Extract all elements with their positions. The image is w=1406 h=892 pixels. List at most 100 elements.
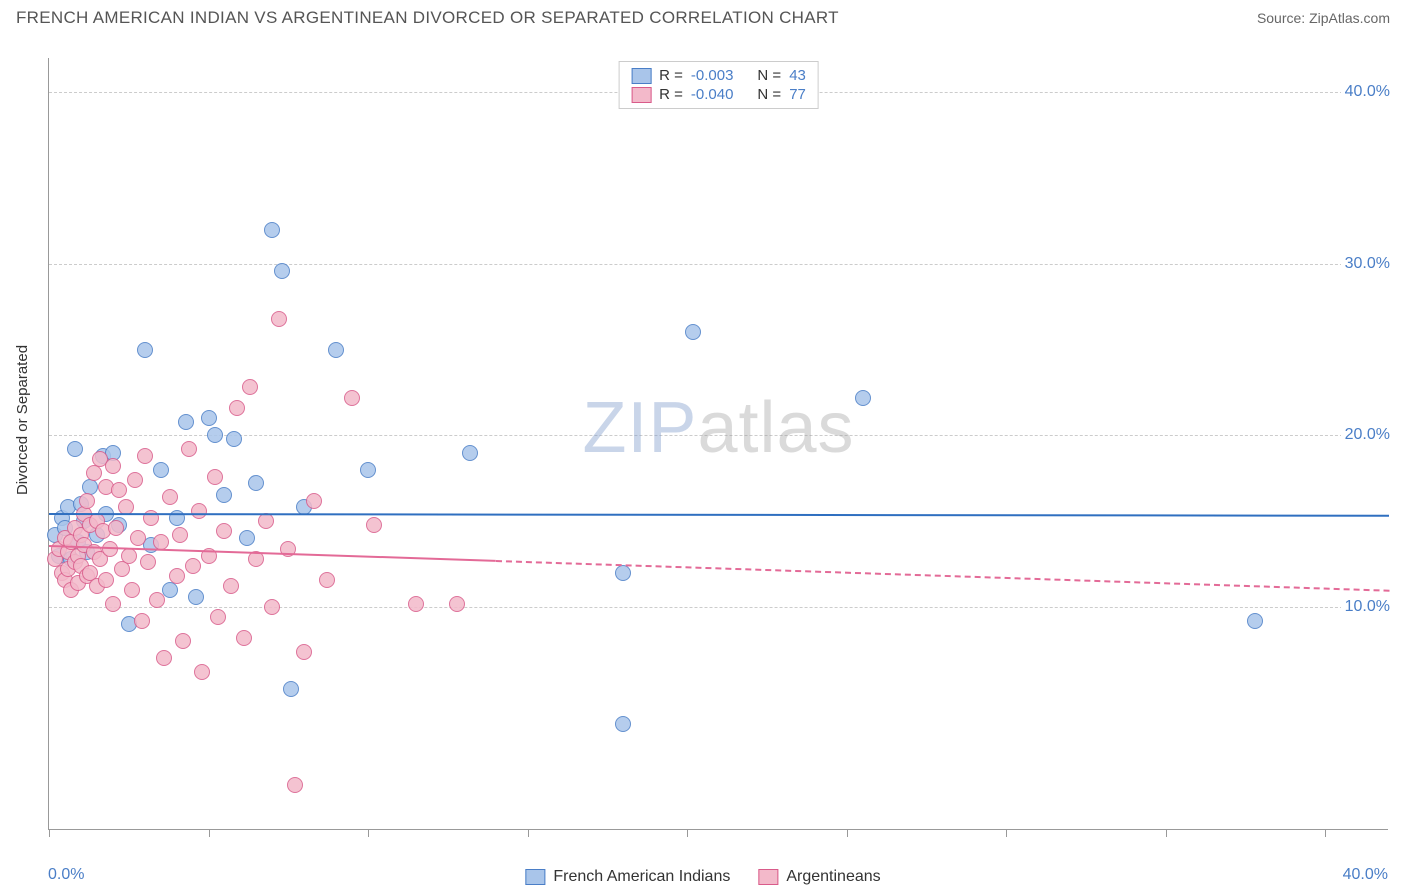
data-point bbox=[449, 596, 465, 612]
r-value-2: -0.040 bbox=[691, 86, 734, 103]
data-point bbox=[210, 609, 226, 625]
x-tick bbox=[49, 829, 50, 837]
y-tick-label: 20.0% bbox=[1341, 426, 1390, 444]
source-value: ZipAtlas.com bbox=[1309, 10, 1390, 26]
chart-title: FRENCH AMERICAN INDIAN VS ARGENTINEAN DI… bbox=[16, 8, 839, 28]
data-point bbox=[258, 513, 274, 529]
x-tick bbox=[1166, 829, 1167, 837]
n-value-2: 77 bbox=[789, 86, 806, 103]
legend-row-series-1: R = -0.003 N = 43 bbox=[631, 66, 806, 85]
data-point bbox=[296, 644, 312, 660]
data-point bbox=[274, 263, 290, 279]
data-point bbox=[408, 596, 424, 612]
r-label-2: R = bbox=[659, 86, 683, 103]
source-label: Source: bbox=[1257, 10, 1309, 26]
data-point bbox=[137, 448, 153, 464]
trend-line bbox=[49, 545, 496, 562]
data-point bbox=[191, 503, 207, 519]
data-point bbox=[149, 592, 165, 608]
data-point bbox=[130, 530, 146, 546]
data-point bbox=[178, 414, 194, 430]
data-point bbox=[685, 324, 701, 340]
y-tick-label: 10.0% bbox=[1341, 598, 1390, 616]
y-tick-label: 30.0% bbox=[1341, 255, 1390, 273]
legend-swatch-pink bbox=[631, 87, 651, 103]
n-value-1: 43 bbox=[789, 67, 806, 84]
data-point bbox=[172, 527, 188, 543]
scatter-plot: 10.0% 20.0% 30.0% 40.0% bbox=[49, 58, 1388, 829]
legend-label-1: French American Indians bbox=[553, 868, 730, 886]
data-point bbox=[264, 222, 280, 238]
r-value-1: -0.003 bbox=[691, 67, 734, 84]
legend-swatch-pink-2 bbox=[758, 869, 778, 885]
data-point bbox=[1247, 613, 1263, 629]
data-point bbox=[169, 568, 185, 584]
data-point bbox=[162, 489, 178, 505]
x-tick bbox=[847, 829, 848, 837]
x-tick bbox=[1006, 829, 1007, 837]
data-point bbox=[271, 311, 287, 327]
data-point bbox=[360, 462, 376, 478]
r-label: R = bbox=[659, 67, 683, 84]
legend-label-2: Argentineans bbox=[786, 868, 880, 886]
x-axis-min-label: 0.0% bbox=[48, 866, 84, 884]
data-point bbox=[207, 469, 223, 485]
data-point bbox=[105, 458, 121, 474]
data-point bbox=[615, 716, 631, 732]
data-point bbox=[201, 410, 217, 426]
data-point bbox=[207, 427, 223, 443]
data-point bbox=[108, 520, 124, 536]
x-axis-max-label: 40.0% bbox=[1343, 866, 1388, 884]
data-point bbox=[248, 475, 264, 491]
data-point bbox=[236, 630, 252, 646]
data-point bbox=[162, 582, 178, 598]
data-point bbox=[462, 445, 478, 461]
data-point bbox=[111, 482, 127, 498]
data-point bbox=[140, 554, 156, 570]
legend-item-1: French American Indians bbox=[525, 868, 730, 886]
n-label: N = bbox=[757, 67, 781, 84]
data-point bbox=[79, 493, 95, 509]
y-tick-label: 40.0% bbox=[1341, 83, 1390, 101]
data-point bbox=[188, 589, 204, 605]
data-point bbox=[98, 572, 114, 588]
data-point bbox=[328, 342, 344, 358]
data-point bbox=[216, 523, 232, 539]
data-point bbox=[121, 548, 137, 564]
data-point bbox=[137, 342, 153, 358]
x-tick bbox=[1325, 829, 1326, 837]
data-point bbox=[105, 596, 121, 612]
chart-header: FRENCH AMERICAN INDIAN VS ARGENTINEAN DI… bbox=[0, 0, 1406, 32]
data-point bbox=[181, 441, 197, 457]
data-point bbox=[134, 613, 150, 629]
data-point bbox=[264, 599, 280, 615]
data-point bbox=[306, 493, 322, 509]
data-point bbox=[223, 578, 239, 594]
data-point bbox=[229, 400, 245, 416]
data-point bbox=[86, 465, 102, 481]
data-point bbox=[67, 441, 83, 457]
data-point bbox=[153, 534, 169, 550]
chart-plot-area: 10.0%20.0%30.0%40.0% ZIPatlas R = -0.003… bbox=[48, 58, 1388, 830]
gridline bbox=[49, 264, 1388, 265]
data-point bbox=[344, 390, 360, 406]
data-point bbox=[194, 664, 210, 680]
x-tick bbox=[687, 829, 688, 837]
data-point bbox=[175, 633, 191, 649]
data-point bbox=[216, 487, 232, 503]
data-point bbox=[114, 561, 130, 577]
data-point bbox=[226, 431, 242, 447]
legend-item-2: Argentineans bbox=[758, 868, 880, 886]
n-label-2: N = bbox=[757, 86, 781, 103]
legend-swatch-blue bbox=[631, 68, 651, 84]
data-point bbox=[319, 572, 335, 588]
data-point bbox=[156, 650, 172, 666]
legend-row-series-2: R = -0.040 N = 77 bbox=[631, 85, 806, 104]
data-point bbox=[283, 681, 299, 697]
x-tick bbox=[209, 829, 210, 837]
data-point bbox=[242, 379, 258, 395]
x-tick bbox=[528, 829, 529, 837]
gridline bbox=[49, 435, 1388, 436]
chart-source: Source: ZipAtlas.com bbox=[1257, 10, 1390, 26]
y-axis-title: Divorced or Separated bbox=[14, 345, 31, 495]
